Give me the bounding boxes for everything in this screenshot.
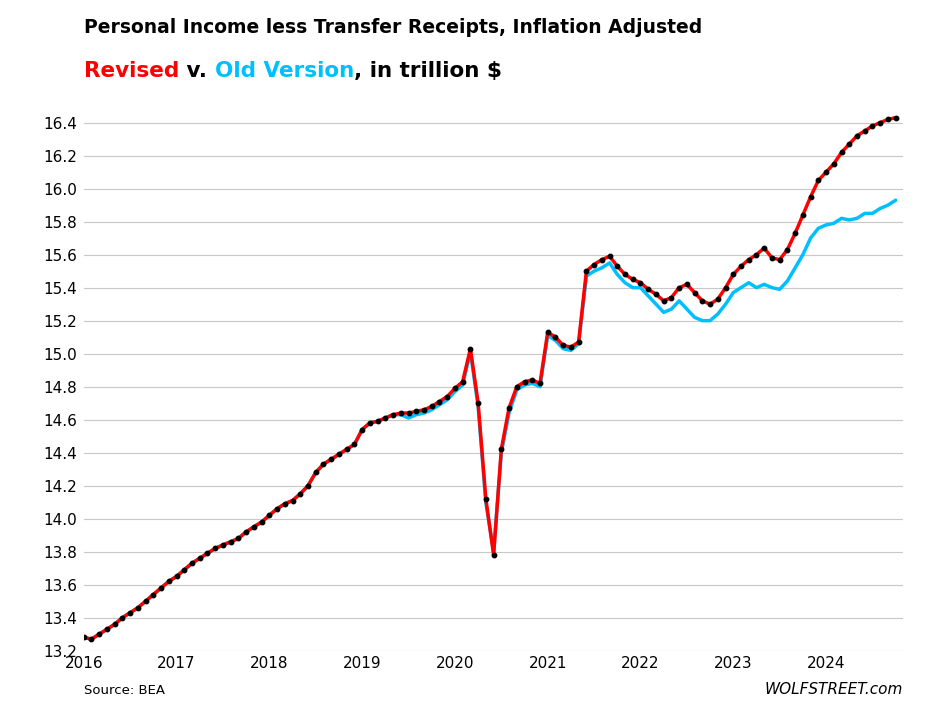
Text: Source: BEA: Source: BEA	[84, 684, 165, 697]
Text: Old Version: Old Version	[214, 61, 354, 81]
Text: Revised: Revised	[84, 61, 179, 81]
Text: , in trillion $: , in trillion $	[354, 61, 502, 81]
Text: Personal Income less Transfer Receipts, Inflation Adjusted: Personal Income less Transfer Receipts, …	[84, 18, 702, 37]
Text: v.: v.	[179, 61, 214, 81]
Text: WOLFSTREET.com: WOLFSTREET.com	[764, 682, 903, 697]
